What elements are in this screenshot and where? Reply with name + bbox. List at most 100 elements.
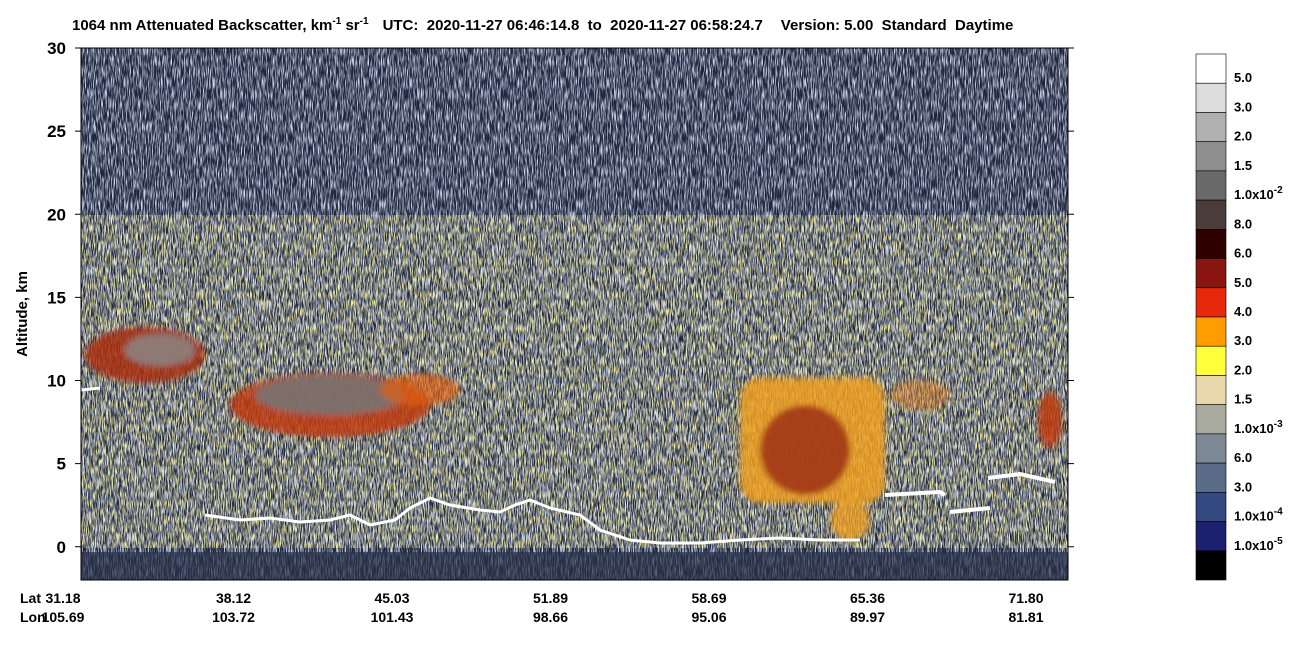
- colorbar-label: 2.0: [1234, 129, 1252, 144]
- colorbar-swatch: [1195, 170, 1227, 201]
- colorbar-label-text: 1.0x10: [1234, 509, 1274, 524]
- y-tick-label: 10: [47, 372, 66, 391]
- colorbar-swatch: [1195, 521, 1227, 552]
- colorbar-label-text: 1.0x10: [1234, 421, 1274, 436]
- colorbar-label-text: 6.0: [1234, 246, 1252, 261]
- colorbar-label: 5.0: [1234, 275, 1252, 290]
- colorbar-swatch: [1195, 492, 1227, 522]
- y-tick-label: 5: [57, 455, 66, 474]
- title-text: sr: [341, 17, 360, 34]
- colorbar-label: 1.0x10-3: [1234, 419, 1283, 436]
- colorbar-swatch: [1195, 550, 1227, 581]
- colorbar-swatch: [1195, 345, 1227, 376]
- colorbar-label: 3.0: [1234, 479, 1252, 494]
- x-tick-label: 38.12: [216, 590, 251, 606]
- colorbar-label-text: 2.0: [1234, 362, 1252, 377]
- colorbar-swatch: [1195, 112, 1227, 142]
- cloud: [255, 375, 405, 415]
- x-tick-label: 45.03: [374, 590, 409, 606]
- colorbar-label-text: 1.5: [1234, 392, 1252, 407]
- subsurface-band: [81, 552, 1068, 580]
- colorbar-swatch: [1195, 229, 1227, 259]
- cloud: [380, 374, 460, 406]
- colorbar-swatch: [1195, 199, 1227, 230]
- surface-return: [987, 471, 1056, 484]
- colorbar-swatch: [1195, 462, 1227, 493]
- cloud: [830, 500, 870, 540]
- colorbar-label-text: 1.0x10: [1234, 187, 1274, 202]
- colorbar-label-text: 3.0: [1234, 99, 1252, 114]
- colorbar-label-text: 2.0: [1234, 129, 1252, 144]
- colorbar-label-text: 5.0: [1234, 70, 1252, 85]
- x-tick-label: 89.97: [850, 609, 885, 625]
- y-axis-label: Altitude, km: [14, 271, 31, 357]
- surface-return: [80, 386, 101, 392]
- surface-return: [884, 489, 947, 497]
- colorbar-swatch: [1195, 316, 1227, 347]
- colorbar-label-text: 3.0: [1234, 479, 1252, 494]
- x-tick-label: 71.80: [1008, 590, 1043, 606]
- y-tick-label: 20: [47, 205, 66, 224]
- colorbar-label: 6.0: [1234, 450, 1252, 465]
- colorbar-label: 1.0x10-4: [1234, 507, 1283, 524]
- cloud: [125, 334, 195, 366]
- colorbar-label: 1.0x10-2: [1234, 185, 1283, 202]
- title-exponent: -1: [332, 16, 341, 27]
- title-utc: UTC: 2020-11-27 06:46:14.8 to 2020-11-27…: [383, 17, 763, 34]
- cloud-layers: [85, 327, 1062, 540]
- colorbar-label: 4.0: [1234, 304, 1252, 319]
- colorbar-swatch: [1195, 53, 1227, 84]
- colorbar-label: 1.5: [1234, 158, 1252, 173]
- x-tick-label: 58.69: [691, 590, 726, 606]
- colorbar-label-text: 3.0: [1234, 333, 1252, 348]
- colorbar-label: 8.0: [1234, 216, 1252, 231]
- y-tick-label: 0: [57, 538, 66, 557]
- colorbar-swatch: [1195, 433, 1227, 464]
- x-tick-label: 103.72: [212, 609, 255, 625]
- colorbar-swatch: [1195, 404, 1227, 435]
- surface-return: [949, 506, 991, 514]
- colorbar-label-text: 5.0: [1234, 275, 1252, 290]
- colorbar-swatch: [1195, 82, 1227, 113]
- x-tick-label: 98.66: [533, 609, 568, 625]
- title-exponent: -1: [360, 16, 369, 27]
- x-tick-label: 101.43: [371, 609, 414, 625]
- colorbar-label-exponent: -4: [1274, 507, 1283, 518]
- colorbar-label: 5.0: [1234, 70, 1252, 85]
- y-tick-label: 25: [47, 122, 66, 141]
- colorbar-label: 3.0: [1234, 99, 1252, 114]
- y-tick-label: 15: [47, 288, 66, 307]
- colorbar-swatch: [1195, 141, 1227, 172]
- colorbar-label-text: 8.0: [1234, 216, 1252, 231]
- surface-return: [204, 496, 860, 545]
- cloud: [760, 405, 850, 495]
- cloud: [1038, 392, 1062, 448]
- x-tick-label: 81.81: [1008, 609, 1043, 625]
- x-tick-label: 51.89: [533, 590, 568, 606]
- x-tick-label: 105.69: [42, 609, 85, 625]
- x-row-label: Lat: [20, 590, 41, 606]
- x-tick-label: 31.18: [45, 590, 80, 606]
- plot-frame: [80, 47, 1069, 581]
- cloud: [890, 380, 950, 410]
- colorbar-label-text: 4.0: [1234, 304, 1252, 319]
- colorbar-label-text: 1.0x10: [1234, 538, 1274, 553]
- colorbar-label-exponent: -5: [1274, 536, 1283, 547]
- colorbar-swatch: [1195, 258, 1227, 289]
- colorbar-label: 6.0: [1234, 246, 1252, 261]
- y-tick-label: 30: [47, 39, 66, 58]
- x-tick-label: 95.06: [691, 609, 726, 625]
- x-tick-label: 65.36: [850, 590, 885, 606]
- colorbar-swatch: [1195, 287, 1227, 318]
- chart-title: 1064 nm Attenuated Backscatter, km-1 sr-…: [72, 16, 1013, 34]
- colorbar-label: 1.0x10-5: [1234, 536, 1283, 553]
- colorbar-label: 1.5: [1234, 392, 1252, 407]
- x-row-label: Lon: [20, 609, 46, 625]
- colorbar-label-exponent: -2: [1274, 185, 1283, 196]
- colorbar-label-text: 1.5: [1234, 158, 1252, 173]
- colorbar-label-exponent: -3: [1274, 419, 1283, 430]
- colorbar-label: 3.0: [1234, 333, 1252, 348]
- backscatter-image: [80, 48, 1068, 580]
- title-text: 1064 nm Attenuated Backscatter, km: [72, 17, 332, 34]
